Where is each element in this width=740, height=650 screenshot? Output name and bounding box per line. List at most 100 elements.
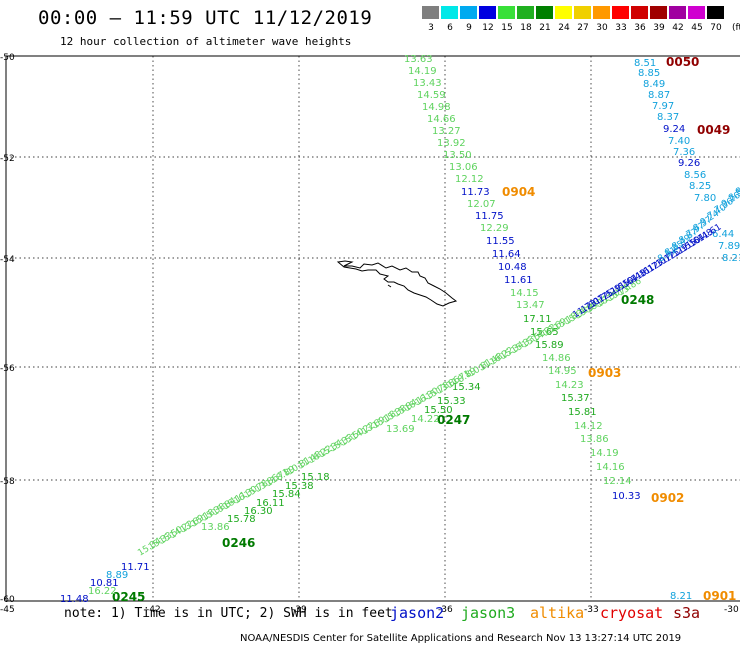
swh-value: 8.25 — [689, 181, 711, 192]
lon-tick-label: -36 — [438, 605, 453, 615]
colorbar-swatch — [631, 6, 648, 19]
swh-value: 14.15 — [510, 288, 539, 299]
colorbar-swatch — [612, 6, 629, 19]
swh-value: 13.43 — [413, 78, 442, 89]
colorbar-label: 45 — [691, 23, 703, 33]
lat-tick-label: -56 — [0, 364, 15, 374]
colorbar-swatch — [669, 6, 686, 19]
swh-value: 10.33 — [612, 491, 641, 502]
time-label-0901: 0901 — [703, 589, 736, 603]
swh-value: 11.75 — [475, 211, 504, 222]
colorbar-swatch — [536, 6, 553, 19]
swh-value: 7.40 — [668, 136, 690, 147]
swh-value: 11.55 — [486, 236, 515, 247]
time-label-0247: 0247 — [437, 413, 470, 427]
swh-value: 14.22 — [411, 414, 440, 425]
swh-value: 14.86 — [542, 353, 571, 364]
swh-value: 13.92 — [437, 138, 466, 149]
time-label-0050: 0050 — [666, 55, 699, 69]
colorbar-label: 21 — [539, 23, 551, 33]
swh-value: 11.48 — [60, 594, 89, 605]
swh-value: 13.50 — [443, 150, 472, 161]
swh-value: 14.19 — [408, 66, 437, 77]
lat-tick-label: -58 — [0, 477, 15, 487]
lat-tick-label: -60 — [0, 595, 15, 605]
colorbar-label: 42 — [672, 23, 684, 33]
swh-value: 14.16 — [596, 462, 625, 473]
swh-value: 15.38 — [285, 481, 314, 492]
colorbar-swatch — [593, 6, 610, 19]
swh-value: 8.51 — [634, 58, 656, 69]
colorbar-label: 18 — [520, 23, 532, 33]
swh-value: 15.84 — [272, 489, 301, 500]
colorbar-label: 3 — [428, 23, 434, 33]
map-title: 00:00 – 11:59 UTC 11/12/2019 — [38, 7, 373, 29]
colorbar-label: 39 — [653, 23, 665, 33]
lon-tick-label: -42 — [146, 605, 161, 615]
time-label-0246: 0246 — [222, 536, 255, 550]
colorbar-label: 30 — [596, 23, 608, 33]
swh-value: 16.22 — [88, 586, 117, 597]
swh-value: 14.19 — [590, 448, 619, 459]
time-label-0903: 0903 — [588, 366, 621, 380]
swh-value: 13.47 — [516, 300, 545, 311]
swh-value: 13.86 — [580, 434, 609, 445]
time-label-0049: 0049 — [697, 123, 730, 137]
colorbar-swatch — [650, 6, 667, 19]
swh-value: 14.12 — [574, 421, 603, 432]
colorbar-swatch — [517, 6, 534, 19]
colorbar-label: 12 — [482, 23, 494, 33]
swh-value: 14.95 — [548, 366, 577, 377]
lat-tick-label: -54 — [0, 255, 15, 265]
colorbar-label: 27 — [577, 23, 589, 33]
colorbar-label: 9 — [466, 23, 472, 33]
swh-value: 15.33 — [437, 396, 466, 407]
swh-value: 15.78 — [227, 514, 256, 525]
swh-value: 14.23 — [555, 380, 584, 391]
colorbar-unit: (ft) — [732, 23, 740, 33]
map-gridlines — [6, 56, 740, 601]
legend-s3a: s3a — [673, 604, 701, 622]
swh-value: 7.97 — [652, 101, 674, 112]
swh-value: 7.89 — [718, 241, 740, 252]
swh-value: 8.89 — [106, 570, 128, 581]
swh-value: 8.87 — [648, 90, 670, 101]
legend-altika: altika — [530, 604, 585, 622]
swh-value-dense: 8.25 — [734, 178, 740, 197]
time-label-0902: 0902 — [651, 491, 684, 505]
credit-line: NOAA/NESDIS Center for Satellite Applica… — [240, 633, 682, 644]
swh-value: 14.59 — [417, 90, 446, 101]
swh-value: 11.71 — [121, 562, 150, 573]
swh-value: 17.11 — [523, 314, 552, 325]
swh-value: 7.80 — [694, 193, 716, 204]
swh-value: 9.26 — [678, 158, 700, 169]
swh-value: 8.49 — [643, 79, 665, 90]
colorbar-label: 70 — [710, 23, 722, 33]
swh-value: 15.89 — [535, 340, 564, 351]
swh-value: 16.30 — [244, 506, 273, 517]
swh-value: 16.11 — [256, 498, 285, 509]
lon-tick-label: -39 — [292, 605, 307, 615]
colorbar-label: 24 — [558, 23, 570, 33]
swh-value: 12.07 — [467, 199, 496, 210]
swh-value: 13.06 — [449, 162, 478, 173]
colorbar-swatch — [555, 6, 572, 19]
colorbar-swatch — [479, 6, 496, 19]
swh-value: 12.14 — [603, 476, 632, 487]
lat-tick-label: -50 — [0, 53, 15, 63]
swh-value: 6.44 — [712, 229, 734, 240]
swh-value: 8.21 — [722, 253, 740, 264]
colorbar-swatch — [707, 6, 724, 19]
colorbar-swatch — [441, 6, 458, 19]
lon-tick-label: -45 — [0, 605, 15, 615]
colorbar-swatch — [422, 6, 439, 19]
swh-value: 15.34 — [452, 382, 481, 393]
swh-value: 12.29 — [480, 223, 509, 234]
swh-value: 13.86 — [201, 522, 230, 533]
swh-value: 8.56 — [684, 170, 706, 181]
colorbar-label: 15 — [501, 23, 513, 33]
swh-value: 12.12 — [455, 174, 484, 185]
lat-tick-label: -52 — [0, 154, 15, 164]
swh-value: 15.65 — [530, 327, 559, 338]
